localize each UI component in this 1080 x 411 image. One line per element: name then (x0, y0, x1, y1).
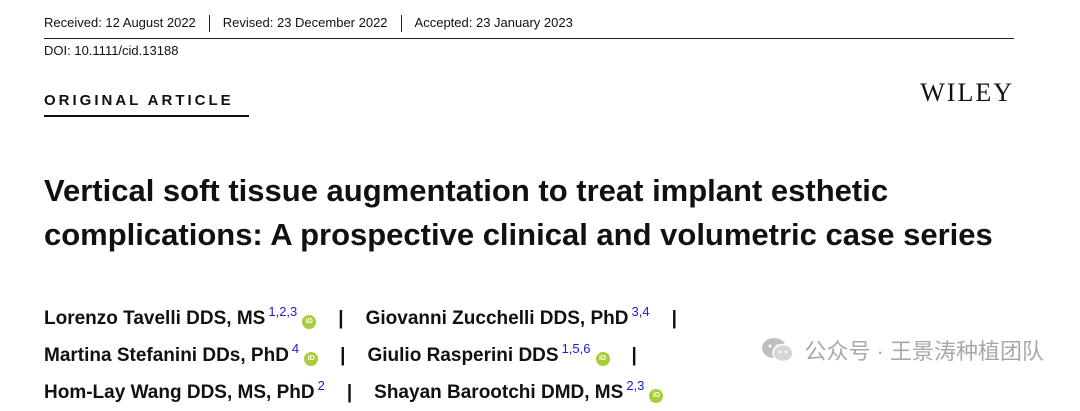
paper-title: Vertical soft tissue augmentation to tre… (44, 173, 993, 252)
author-row: Lorenzo Tavelli DDS, MS 1,2,3 iD | Giovanni … (44, 293, 1044, 330)
author-name: Lorenzo Tavelli DDS, MS (44, 308, 266, 329)
author-name: Shayan Barootchi DMD, MS (374, 382, 624, 403)
received-date: Received: 12 August 2022 (44, 15, 196, 30)
author-separator: | (346, 382, 353, 403)
author-separator: | (631, 345, 637, 366)
author-row: Martina Stefanini DDs, PhD 4 iD | Giulio Ras… (44, 330, 1044, 367)
article-type-label: ORIGINAL ARTICLE (44, 92, 234, 109)
author-wang[interactable]: Hom-Lay Wang DDS, MS, PhD 2 (44, 378, 325, 403)
affiliation-link[interactable]: 1,2,3 (268, 304, 298, 319)
author-name: Hom-Lay Wang DDS, MS, PhD (44, 382, 315, 403)
header-rule (44, 38, 1014, 39)
affiliation-link[interactable]: 1,5,6 (561, 341, 591, 356)
author-separator: | (671, 308, 677, 329)
date-divider (400, 15, 402, 33)
author-zucchelli[interactable]: Giovanni Zucchelli DDS, PhD 3,4 (365, 304, 650, 329)
author-name: Giulio Rasperini DDS (367, 345, 559, 366)
orcid-icon[interactable]: iD (649, 389, 664, 403)
date-divider (208, 15, 210, 33)
author-list: Lorenzo Tavelli DDS, MS 1,2,3iD | Giovanni … (44, 293, 1044, 404)
author-stefanini[interactable]: Martina Stefanini DDs, PhD 4 iD (44, 341, 319, 366)
author-name: Giovanni Zucchelli DDS, PhD (365, 308, 629, 329)
wechat-icon (762, 338, 795, 363)
article-dates: Received: 12 August 2022 Revised: 23 Dece… (44, 15, 573, 33)
author-name: Martina Stefanini DDs, PhD (44, 345, 289, 366)
orcid-icon[interactable]: iD (302, 315, 317, 329)
doi-link[interactable]: DOI: 10.1111/cid.13188 (44, 43, 179, 58)
watermark-text: 公众号 · 王景涛种植团队 (804, 339, 1044, 364)
affiliation-link[interactable]: 3,4 (631, 304, 650, 319)
affiliation-link[interactable]: 2 (317, 378, 325, 393)
publisher-logo: WILEY (920, 78, 1014, 107)
article-type-underline (44, 115, 249, 117)
author-separator: | (338, 308, 344, 329)
accepted-date: Accepted: 23 January 2023 (414, 15, 573, 30)
wechat-watermark: 公众号 · 王景涛种植团队 (760, 334, 1044, 366)
author-rasperini[interactable]: Giulio Rasperini DDS 1,5,6 iD (367, 341, 610, 366)
affiliation-link[interactable]: 4 (291, 341, 300, 356)
author-row: Hom-Lay Wang DDS, MS, PhD 2 | Shayan Baroot… (44, 367, 1044, 404)
author-separator: | (340, 345, 346, 366)
affiliation-link[interactable]: 2,3 (626, 378, 645, 393)
revised-date: Revised: 23 December 2022 (222, 15, 388, 30)
orcid-icon[interactable]: iD (304, 352, 319, 366)
author-tavelli[interactable]: Lorenzo Tavelli DDS, MS 1,2,3 iD (44, 304, 317, 329)
orcid-icon[interactable]: iD (595, 352, 610, 366)
